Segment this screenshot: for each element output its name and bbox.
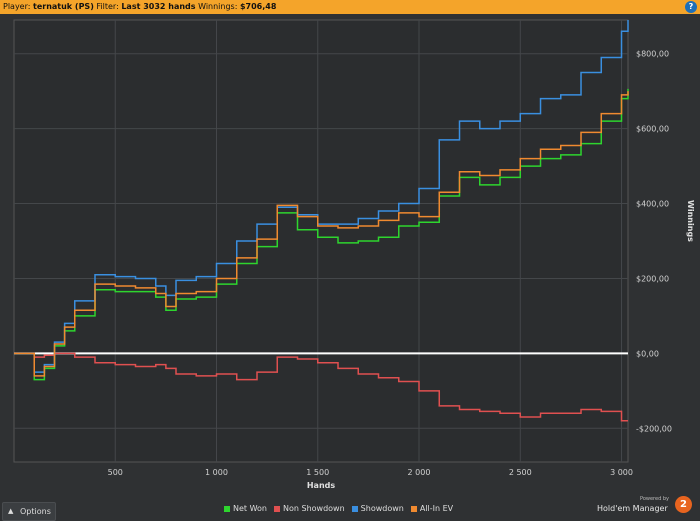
legend-swatch xyxy=(274,505,280,512)
options-label: Options xyxy=(20,507,51,516)
header-bar: Player: ternatuk (PS) Filter: Last 3032 … xyxy=(0,0,700,14)
legend-swatch xyxy=(224,505,230,512)
x-tick-label: 2 000 xyxy=(408,468,431,477)
legend-label: Showdown xyxy=(360,504,404,513)
brand-badge-icon: 2 xyxy=(675,496,692,513)
winnings-label: Winnings: xyxy=(198,2,238,11)
footer-bar: ▲ Options Net Won Non Showdown Showdown All… xyxy=(0,492,700,521)
question-icon[interactable]: ? xyxy=(685,1,697,13)
legend-item[interactable]: Non Showdown xyxy=(274,504,345,513)
legend-label: Non Showdown xyxy=(283,504,345,513)
x-tick-label: 1 000 xyxy=(205,468,228,477)
x-tick-label: 500 xyxy=(108,468,123,477)
options-button[interactable]: ▲ Options xyxy=(2,502,56,521)
y-tick-label: $400,00 xyxy=(636,200,669,209)
powered-by-text: Powered by xyxy=(640,496,669,502)
plot-area xyxy=(13,19,629,463)
winnings-value: $706,48 xyxy=(239,2,277,11)
x-tick-label: 2 500 xyxy=(509,468,532,477)
legend-item[interactable]: All-In EV xyxy=(410,504,454,513)
legend-label: Net Won xyxy=(233,504,267,513)
filter-value: Last 3032 hands xyxy=(121,2,196,11)
series-line-net-won xyxy=(14,88,629,381)
legend-swatch xyxy=(410,505,417,512)
chevron-up-icon: ▲ xyxy=(8,507,14,515)
series-line-all-in-ev xyxy=(14,91,629,377)
legend-item[interactable]: Net Won xyxy=(224,504,267,513)
x-tick-label: 3 000 xyxy=(610,468,633,477)
player-label: Player: xyxy=(3,2,31,11)
header-text: Player: ternatuk (PS) Filter: Last 3032 … xyxy=(3,0,276,14)
filter-label: Filter: xyxy=(96,2,119,11)
x-axis-title: Hands xyxy=(307,481,336,490)
chart-legend: Net Won Non Showdown Showdown All-In EV xyxy=(224,504,460,516)
chart-svg: 500 1 000 1 500 2 000 2 500 3 000 -$200,00 $0,0… xyxy=(13,19,695,490)
legend-item[interactable]: Showdown xyxy=(351,504,404,513)
legend-swatch xyxy=(351,505,358,512)
series-line-non-showdown xyxy=(14,352,628,422)
y-tick-label: $200,00 xyxy=(636,274,669,283)
y-tick-label: -$200,00 xyxy=(636,424,672,433)
y-tick-label: $0,00 xyxy=(636,349,659,358)
player-name: ternatuk (PS) xyxy=(33,2,94,11)
y-tick-label: $800,00 xyxy=(636,50,669,59)
x-tick-label: 1 500 xyxy=(306,468,329,477)
y-tick-label: $600,00 xyxy=(636,125,669,134)
legend-label: All-In EV xyxy=(419,504,454,513)
y-axis-title: Winnings xyxy=(686,200,695,242)
winnings-chart: 500 1 000 1 500 2 000 2 500 3 000 -$200,00 $0,0… xyxy=(0,14,700,492)
brand-name: Hold'em Manager xyxy=(597,504,668,513)
